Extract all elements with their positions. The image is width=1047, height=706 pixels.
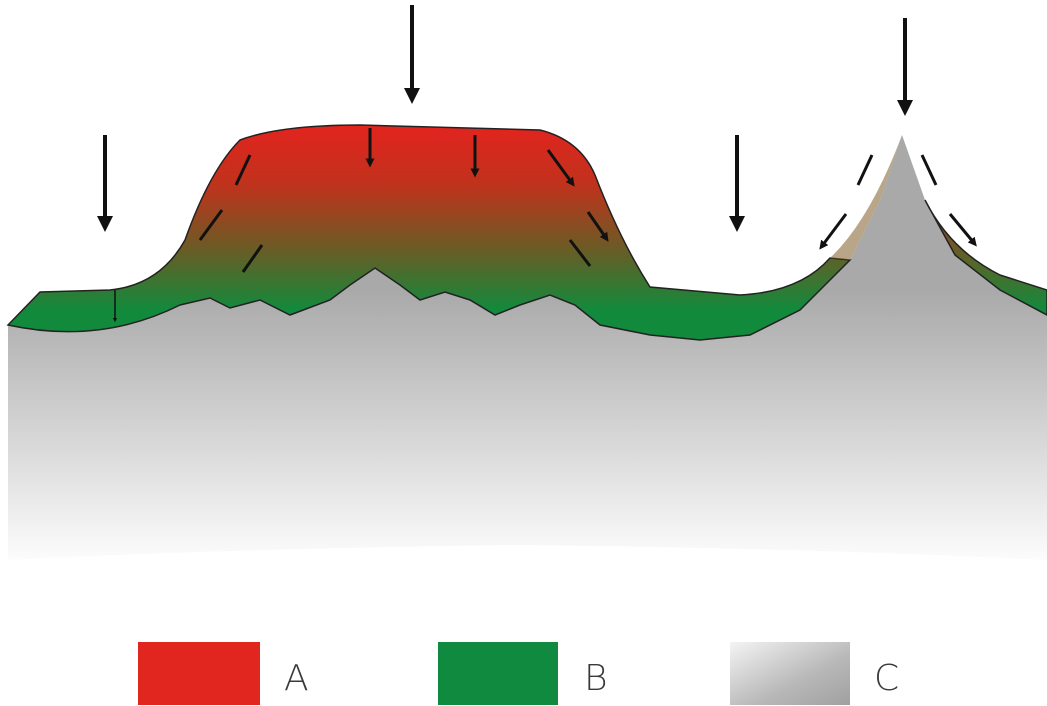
arrow xyxy=(922,155,936,185)
arrow xyxy=(822,214,846,246)
legend-swatch xyxy=(138,642,260,705)
legend-label: A xyxy=(284,658,309,699)
legend-swatch xyxy=(438,642,558,705)
legend-label: B xyxy=(584,658,608,699)
legend-swatch xyxy=(730,642,850,705)
arrow xyxy=(950,214,974,243)
page: {"legend": [{"label": "A"}, {"label": "B… xyxy=(0,0,1047,706)
arrow xyxy=(858,155,872,185)
legend-label: C xyxy=(874,658,899,699)
diagram: A B C xyxy=(0,0,1047,706)
